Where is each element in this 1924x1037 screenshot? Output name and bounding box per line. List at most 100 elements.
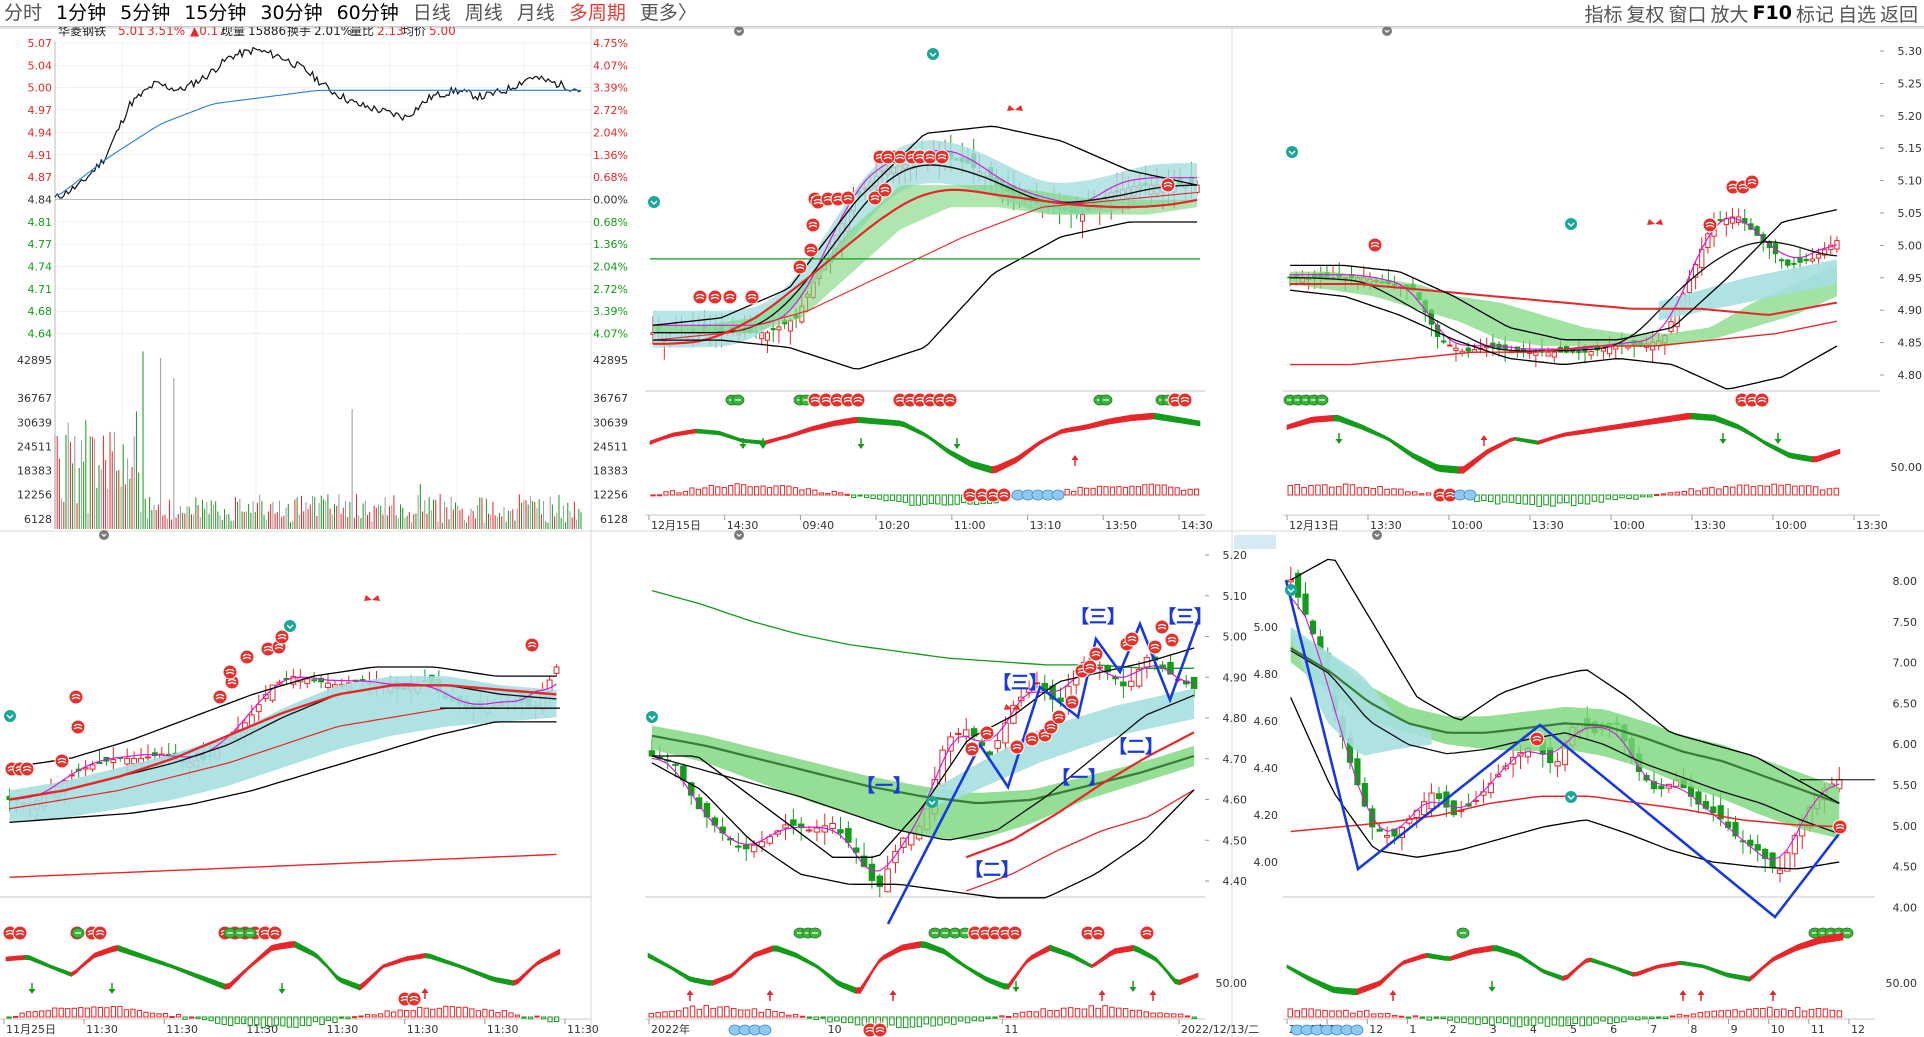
panel-menu-icon[interactable] (734, 530, 744, 540)
window-button[interactable]: 窗口 (1668, 3, 1707, 26)
oscillator-segment (783, 434, 789, 440)
time-tick: 11月25日 (6, 1023, 56, 1036)
tab-intraday[interactable]: 分时 (4, 2, 43, 24)
tab-15min[interactable]: 15分钟 (184, 2, 247, 24)
tab-monthly[interactable]: 月线 (516, 2, 555, 24)
oscillator-tick: 50.00 (1216, 977, 1248, 990)
buy-signal-icon (880, 149, 896, 165)
histogram-bar (488, 1009, 495, 1018)
panel-menu-icon[interactable] (99, 530, 109, 540)
oscillator-segment (1091, 961, 1097, 969)
histogram-bar (1660, 493, 1667, 496)
tab-1min[interactable]: 1分钟 (56, 2, 107, 24)
panel-menu-glyph (1374, 533, 1380, 538)
histogram-bar (1067, 1007, 1074, 1018)
histogram-bar (1135, 486, 1141, 496)
oscillator-segment (159, 960, 165, 966)
histogram-bar (689, 1005, 696, 1018)
histogram-bar (1558, 1016, 1565, 1027)
chevron-dot (1285, 584, 1297, 596)
oscillator-segment (15, 955, 21, 961)
mark-button[interactable]: 标记 (1795, 3, 1834, 26)
oscillator-segment (677, 430, 683, 437)
oscillator-segment (1063, 949, 1069, 958)
buy-signal-icon (996, 487, 1012, 503)
oscillator-segment (1356, 986, 1363, 996)
oscillator-segment (52, 965, 58, 972)
oscillator-segment (894, 420, 900, 427)
down-arrow-icon (759, 438, 767, 449)
back-button[interactable]: 返回 (1879, 3, 1918, 26)
panel-menu-icon[interactable] (734, 27, 744, 36)
oscillator-segment (996, 463, 1002, 473)
oscillator-segment (182, 968, 188, 975)
tab-5min[interactable]: 5分钟 (120, 2, 171, 24)
histogram-bar (754, 486, 760, 496)
oscillator-segment (1625, 421, 1632, 429)
oscillator-segment (758, 948, 764, 957)
oscillator-segment (1084, 423, 1090, 431)
butterfly-wings (1004, 704, 1020, 710)
buy-signal-icon (840, 190, 856, 206)
candle-body (1135, 668, 1143, 687)
panel-60min: 11月25日 11:30 11:30 11:30 11:30 11:30 11:30 11:3… (0, 530, 599, 1036)
oscillator-segment (966, 965, 972, 973)
f10-button[interactable]: F10 (1752, 2, 1792, 24)
histogram-bar (1690, 1013, 1697, 1018)
down-arrow-icon (278, 983, 286, 994)
oscillator-segment (33, 957, 39, 964)
histogram-bar (747, 486, 753, 496)
oscillator-segment (1482, 945, 1489, 953)
tab-daily[interactable]: 日线 (412, 2, 451, 24)
oscillator-segment (550, 951, 556, 959)
candle-body (255, 704, 262, 713)
oscillator-segment (1491, 444, 1497, 453)
price-tick: 4.97 (28, 104, 53, 117)
time-tick: 3 (1490, 1023, 1497, 1036)
oscillator-segment (1024, 447, 1030, 458)
histogram-bar (97, 1006, 103, 1018)
oscillator-segment (680, 970, 686, 979)
ma-red-line (965, 731, 1195, 859)
tab-weekly[interactable]: 周线 (464, 2, 503, 24)
oscillator-segment (786, 949, 792, 957)
tab-multi-period[interactable]: 多周期 (568, 2, 626, 24)
histogram-bar (169, 1015, 175, 1018)
oscillator-segment (145, 954, 151, 962)
indicator-button[interactable]: 指标 (1584, 3, 1623, 26)
histogram-bar (1739, 1010, 1745, 1018)
oscillator-segment (1370, 428, 1376, 436)
histogram-bar (1102, 1005, 1108, 1018)
panel-menu-icon[interactable] (1382, 27, 1392, 36)
candle-body (1576, 350, 1582, 353)
histogram-bar (1322, 1009, 1328, 1018)
oscillator-segment (788, 432, 794, 439)
oscillator-segment (1389, 967, 1395, 977)
histogram-bar (985, 1016, 991, 1019)
buy-signal-glyph (843, 194, 853, 201)
zoom-button[interactable]: 放大 (1710, 3, 1749, 26)
histogram-bar (1815, 1007, 1822, 1018)
price-line (54, 46, 582, 199)
restore-rights-button[interactable]: 复权 (1626, 3, 1665, 26)
oscillator-segment (929, 943, 935, 952)
oscillator-segment (1725, 972, 1732, 979)
oscillator-segment (438, 956, 444, 964)
hold-signal-icon (808, 927, 822, 939)
candle-body (1295, 572, 1302, 598)
tab-60min[interactable]: 60分钟 (336, 2, 399, 24)
oscillator-segment (1449, 465, 1455, 474)
right-price-tick: 8.00 (1893, 575, 1918, 588)
tab-30min[interactable]: 30分钟 (260, 2, 323, 24)
watchlist-button[interactable]: 自选 (1837, 3, 1876, 26)
tab-more[interactable]: 更多〉 (639, 2, 697, 24)
percent-tick: 2.04% (593, 261, 628, 274)
oscillator-segment (1142, 949, 1148, 958)
histogram-bar (1702, 487, 1708, 496)
histogram-bar (1419, 1016, 1426, 1019)
panel-menu-icon[interactable] (1372, 530, 1382, 540)
candle-body (1376, 828, 1383, 832)
right-price-tick: 5.50 (1893, 779, 1918, 792)
oscillator-segment (368, 972, 375, 983)
candle-body (1686, 279, 1693, 294)
